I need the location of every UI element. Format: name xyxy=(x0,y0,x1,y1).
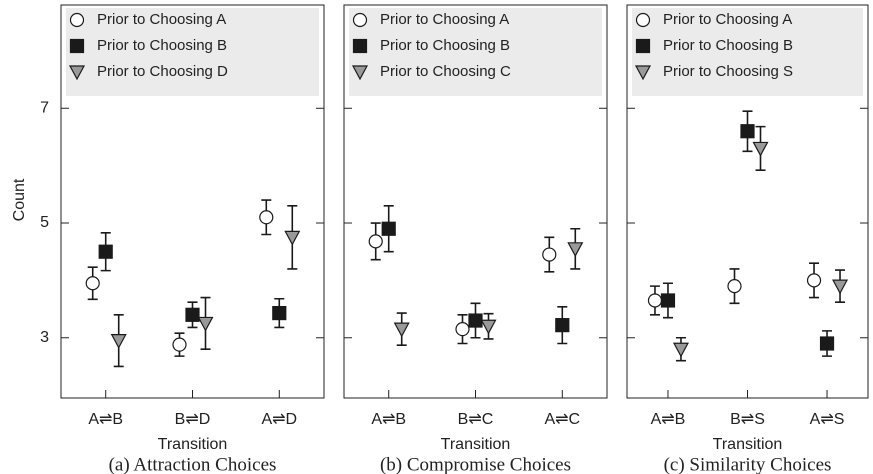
point xyxy=(480,319,497,335)
legend-marker xyxy=(635,38,651,54)
point xyxy=(819,336,835,351)
point xyxy=(468,313,483,328)
legend-marker xyxy=(69,38,85,54)
legend-label: Prior to Choosing A xyxy=(97,11,226,28)
legend-marker xyxy=(351,65,369,81)
point xyxy=(660,293,676,308)
legend-marker xyxy=(68,65,86,81)
legend-label: Prior to Choosing A xyxy=(663,11,792,28)
legend-marker xyxy=(69,12,85,28)
y-axis-label: Count xyxy=(11,178,28,221)
legend-label: Prior to Choosing B xyxy=(663,37,793,54)
point xyxy=(172,337,187,352)
y-tick-label: 5 xyxy=(40,214,49,231)
point xyxy=(185,307,200,322)
legend-marker xyxy=(352,12,368,28)
legend-label: Prior to Choosing D xyxy=(97,63,228,80)
point xyxy=(555,318,570,333)
x-tick-label: A⇌S xyxy=(810,411,845,428)
point xyxy=(259,210,274,225)
point xyxy=(740,124,755,139)
point xyxy=(381,221,396,236)
legend-box xyxy=(632,8,863,96)
legend-marker xyxy=(352,38,368,54)
legend-marker xyxy=(634,65,652,81)
point xyxy=(752,141,769,157)
point xyxy=(542,247,557,262)
legend-label: Prior to Choosing B xyxy=(97,37,227,54)
point xyxy=(832,279,849,295)
caption: (c) Similarity Choices xyxy=(664,454,832,474)
y-tick-label: 7 xyxy=(40,99,49,116)
x-tick-label: A⇌C xyxy=(544,411,580,428)
point xyxy=(197,316,214,332)
point xyxy=(284,230,301,246)
x-tick-label: B⇌S xyxy=(730,411,765,428)
legend-marker xyxy=(635,12,651,28)
point xyxy=(368,234,383,249)
x-tick-label: B⇌D xyxy=(175,411,211,428)
point xyxy=(272,305,287,321)
legend-box xyxy=(349,8,602,96)
point xyxy=(110,334,127,349)
x-axis-label: Transition xyxy=(158,436,228,453)
x-tick-label: B⇌C xyxy=(458,411,494,428)
x-tick-label: A⇌B xyxy=(651,411,686,428)
x-tick-label: A⇌B xyxy=(371,411,406,428)
point xyxy=(806,273,822,288)
point xyxy=(672,342,689,358)
legend-label: Prior to Choosing B xyxy=(380,37,510,54)
y-tick-label: 3 xyxy=(40,329,49,346)
legend-label: Prior to Choosing S xyxy=(663,63,793,80)
legend-label: Prior to Choosing A xyxy=(380,11,509,28)
legend-box xyxy=(66,8,319,96)
point xyxy=(455,322,470,337)
legend-label: Prior to Choosing C xyxy=(380,63,511,80)
caption: (b) Compromise Choices xyxy=(380,454,571,474)
x-tick-label: A⇌D xyxy=(261,411,297,428)
point xyxy=(85,276,100,291)
point xyxy=(647,293,663,308)
caption: (a) Attraction Choices xyxy=(109,454,277,474)
x-axis-label: Transition xyxy=(713,436,783,453)
point xyxy=(727,279,742,294)
x-axis-label: Transition xyxy=(441,436,511,453)
point xyxy=(393,322,410,338)
point xyxy=(567,242,584,258)
x-tick-label: A⇌B xyxy=(88,411,123,428)
point xyxy=(98,244,113,259)
